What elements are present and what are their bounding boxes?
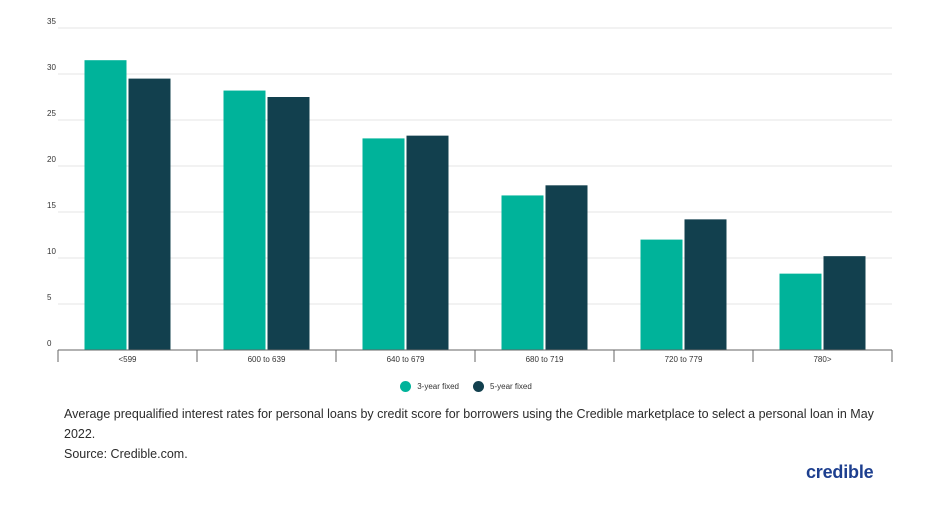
x-tick-label: 720 to 779 [665,355,703,364]
bar-3-year [501,195,544,350]
bar-3-year [640,239,683,350]
bars [84,60,866,350]
bar-3-year [223,90,266,350]
x-tick-label: 780> [813,355,831,364]
x-axis: <599 600 to 639 640 to 679 680 to 719 720 to… [57,349,893,364]
x-tick-label: 600 to 639 [248,355,286,364]
x-tick-label: <599 [118,355,137,364]
y-tick-label: 15 [47,201,56,210]
x-tick-label: 640 to 679 [387,355,425,364]
y-tick-label: 10 [47,247,56,256]
y-tick-label: 30 [47,63,56,72]
legend-item-3-year: 3-year fixed [400,381,459,392]
legend: 3-year fixed 5-year fixed [0,381,932,392]
bar-3-year [84,60,127,350]
legend-label-3-year: 3-year fixed [417,382,459,391]
y-tick-label: 20 [47,155,56,164]
bar-5-year [406,135,449,350]
bar-3-year [779,273,822,350]
y-tick-label: 25 [47,109,56,118]
y-tick-label: 35 [47,17,56,26]
legend-swatch-5-year [473,381,484,392]
legend-item-5-year: 5-year fixed [473,381,532,392]
y-tick-label: 5 [47,293,52,302]
bar-3-year [362,138,405,350]
bar-5-year [823,256,866,350]
gridlines: 0 5 10 15 20 25 30 35 [47,17,892,348]
legend-label-5-year: 5-year fixed [490,382,532,391]
caption-line-1: Average prequalified interest rates for … [64,407,874,441]
caption-source: Source: Credible.com. [64,447,188,461]
bar-5-year [545,185,588,350]
legend-swatch-3-year [400,381,412,392]
bar-chart: 0 5 10 15 20 25 30 35 <599 600 to 639 640 to 679 6… [47,17,893,364]
credible-logo: credible [806,462,874,482]
bar-5-year [128,78,171,350]
bar-5-year [684,219,727,350]
x-tick-label: 680 to 719 [526,355,564,364]
chart-caption: Average prequalified interest rates for … [64,404,894,464]
bar-5-year [267,97,310,350]
y-tick-label: 0 [47,339,52,348]
